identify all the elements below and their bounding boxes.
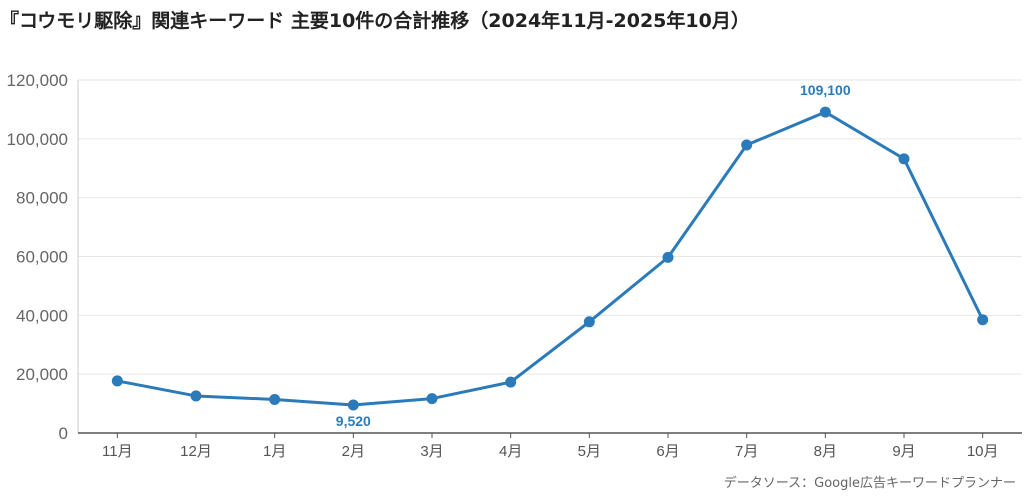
data-point xyxy=(505,376,517,388)
y-tick-label: 60,000 xyxy=(16,248,68,267)
chart-title: 『コウモリ駆除』関連キーワード 主要10件の合計推移（2024年11月-2025… xyxy=(0,10,750,32)
axes xyxy=(77,80,1022,438)
data-point xyxy=(111,375,123,387)
data-point xyxy=(662,251,674,263)
y-tick-label: 80,000 xyxy=(16,189,68,208)
grid-lines xyxy=(78,79,1022,375)
data-point xyxy=(898,153,910,165)
data-point xyxy=(741,139,753,151)
data-point xyxy=(347,399,359,411)
x-tick-label: 10月 xyxy=(967,443,999,460)
x-tick-labels: 11月 12月 1月 2月 3月 4月 5月 6月 7月 8月 9月 10月 xyxy=(102,443,998,460)
data-point xyxy=(190,390,202,402)
x-tick-label: 12月 xyxy=(180,443,212,460)
series-line xyxy=(117,110,985,407)
y-tick-label: 120,000 xyxy=(7,71,68,90)
data-points xyxy=(111,106,989,411)
data-point xyxy=(426,393,438,405)
data-point xyxy=(977,314,989,326)
y-tick-label: 0 xyxy=(59,424,68,443)
data-point xyxy=(269,393,281,405)
x-tick-label: 8月 xyxy=(814,443,837,460)
data-label: 109,100 xyxy=(800,82,851,98)
data-label: 9,520 xyxy=(336,413,371,429)
y-tick-labels: 0 20,000 40,000 60,000 80,000 100,000 120,000 xyxy=(7,71,68,443)
x-tick-label: 7月 xyxy=(735,443,758,460)
x-tick-label: 2月 xyxy=(342,443,365,460)
data-labels: 9,520 109,100 xyxy=(336,82,851,429)
y-tick-label: 20,000 xyxy=(16,365,68,384)
x-tick-label: 5月 xyxy=(578,443,601,460)
x-tick-label: 1月 xyxy=(263,443,286,460)
x-tick-label: 4月 xyxy=(499,443,522,460)
x-tick-label: 11月 xyxy=(102,443,133,460)
y-tick-label: 100,000 xyxy=(7,130,68,149)
source-note: データソース：Google広告キーワードプランナー xyxy=(723,476,1016,491)
data-point xyxy=(583,316,595,328)
y-tick-label: 40,000 xyxy=(16,306,68,325)
x-tick-label: 9月 xyxy=(892,443,915,460)
series-line-layer xyxy=(117,110,985,407)
x-tick-label: 3月 xyxy=(420,443,443,460)
x-tick-label: 6月 xyxy=(656,443,679,460)
data-point xyxy=(819,106,831,118)
